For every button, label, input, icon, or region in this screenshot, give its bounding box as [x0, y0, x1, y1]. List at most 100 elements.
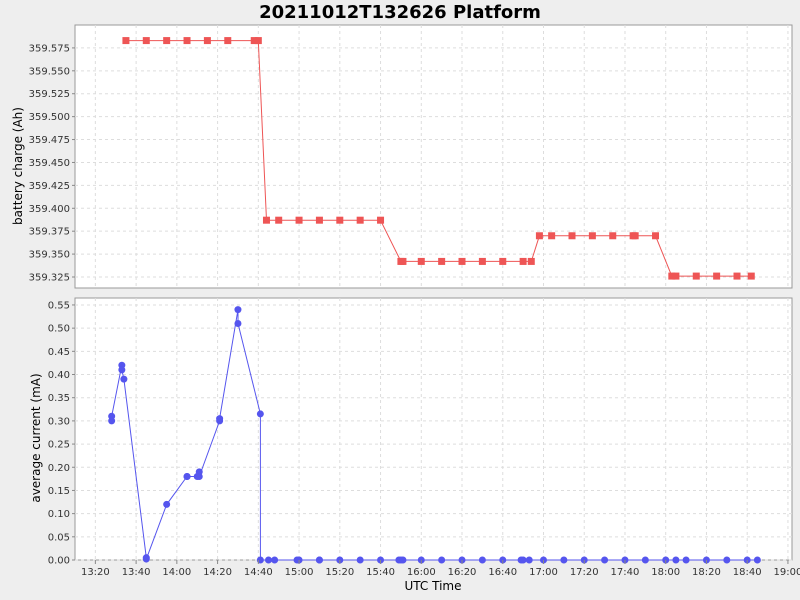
battery-panel: 359.325 359.350 359.375 359.400 359.425 359.4…	[11, 24, 793, 289]
x-tick-label: 17:20	[570, 567, 599, 578]
chart-title: 20211012T132626 Platform	[259, 2, 541, 23]
y-tick-label: 359.500	[29, 112, 70, 123]
battery-grid	[75, 25, 792, 288]
data-point	[254, 37, 262, 45]
data-point	[399, 556, 407, 564]
data-point	[548, 232, 556, 240]
data-point	[224, 37, 232, 45]
data-point	[588, 232, 596, 240]
y-tick-label: 359.400	[29, 204, 70, 215]
x-tick-label: 16:20	[448, 567, 477, 578]
data-point	[535, 232, 543, 240]
y-tick-label: 359.550	[29, 66, 70, 77]
y-tick-label: 0.25	[48, 440, 70, 451]
current-y-axis-label: average current (mA)	[29, 373, 43, 502]
y-tick-label: 359.375	[29, 227, 70, 238]
data-point	[315, 216, 323, 224]
data-point	[122, 37, 130, 45]
x-axis: 13:20 13:40 14:00 14:20 14:40 15:00 15:20 15:40…	[81, 560, 800, 578]
data-point	[118, 366, 126, 374]
data-point	[195, 473, 203, 481]
y-tick-label: 0.20	[48, 463, 70, 474]
data-point	[672, 272, 680, 280]
x-tick-label: 15:00	[285, 567, 314, 578]
data-point	[295, 216, 303, 224]
x-axis-label: UTC Time	[405, 579, 462, 593]
data-point	[315, 556, 323, 564]
y-tick-label: 359.525	[29, 89, 70, 100]
x-tick-label: 16:00	[407, 567, 436, 578]
data-point	[723, 556, 731, 564]
data-point	[356, 216, 364, 224]
y-tick-label: 359.475	[29, 135, 70, 146]
current-panel: 0.00 0.05 0.10 0.15 0.20 0.25 0.30 0.35 0.40 0.45…	[29, 297, 793, 567]
y-tick-label: 0.30	[48, 416, 70, 427]
data-point	[609, 232, 617, 240]
x-tick-label: 14:40	[244, 567, 273, 578]
data-point	[438, 556, 446, 564]
data-point	[668, 272, 676, 280]
x-tick-label: 14:20	[203, 567, 232, 578]
data-point	[692, 272, 700, 280]
data-point	[641, 556, 649, 564]
data-point	[568, 232, 576, 240]
data-point	[438, 257, 446, 265]
data-point	[163, 37, 171, 45]
x-tick-label: 14:00	[162, 567, 191, 578]
x-tick-label: 19:00	[774, 567, 800, 578]
battery-y-axis-label: battery charge (Ah)	[11, 107, 25, 225]
y-tick-label: 359.575	[29, 43, 70, 54]
x-tick-label: 15:40	[366, 567, 395, 578]
data-point	[631, 232, 639, 240]
data-point	[183, 37, 191, 45]
y-tick-label: 0.50	[48, 324, 70, 335]
data-point	[250, 37, 258, 45]
data-point	[560, 556, 568, 564]
data-point	[203, 37, 211, 45]
x-tick-label: 18:40	[733, 567, 762, 578]
y-tick-label: 0.10	[48, 509, 70, 520]
data-point	[275, 216, 283, 224]
y-tick-label: 0.55	[48, 300, 70, 311]
data-point	[256, 410, 264, 418]
data-point	[417, 257, 425, 265]
battery-series	[122, 37, 755, 280]
data-point	[399, 257, 407, 265]
current-plot-area	[74, 297, 793, 561]
data-point	[747, 272, 755, 280]
data-point	[601, 556, 609, 564]
data-point	[108, 412, 116, 420]
data-point	[377, 216, 385, 224]
y-tick-label: 359.450	[29, 158, 70, 169]
data-point	[120, 375, 128, 383]
y-tick-label: 0.45	[48, 347, 70, 358]
y-tick-label: 0.05	[48, 532, 70, 543]
data-point	[672, 556, 680, 564]
y-tick-label: 359.350	[29, 250, 70, 261]
data-point	[336, 216, 344, 224]
data-point	[525, 556, 533, 564]
data-point	[458, 257, 466, 265]
data-point	[234, 306, 242, 314]
y-tick-label: 359.325	[29, 273, 70, 284]
data-point	[652, 232, 660, 240]
battery-plot-area	[74, 24, 793, 289]
x-tick-label: 17:40	[611, 567, 640, 578]
data-point	[519, 257, 527, 265]
current-y-ticks: 0.00 0.05 0.10 0.15 0.20 0.25 0.30 0.35 0.40 0.45…	[48, 300, 75, 567]
data-point	[478, 257, 486, 265]
x-tick-label: 13:20	[81, 567, 110, 578]
x-tick-label: 18:00	[651, 567, 680, 578]
data-point	[478, 556, 486, 564]
y-tick-label: 0.35	[48, 393, 70, 404]
data-point	[519, 556, 527, 564]
data-point	[527, 257, 535, 265]
data-point	[216, 415, 224, 423]
data-point	[234, 320, 242, 328]
data-point	[753, 556, 761, 564]
battery-y-ticks: 359.325 359.350 359.375 359.400 359.425 359.4…	[29, 43, 75, 284]
data-point	[183, 473, 191, 481]
y-tick-label: 0.40	[48, 370, 70, 381]
x-tick-label: 13:40	[122, 567, 151, 578]
